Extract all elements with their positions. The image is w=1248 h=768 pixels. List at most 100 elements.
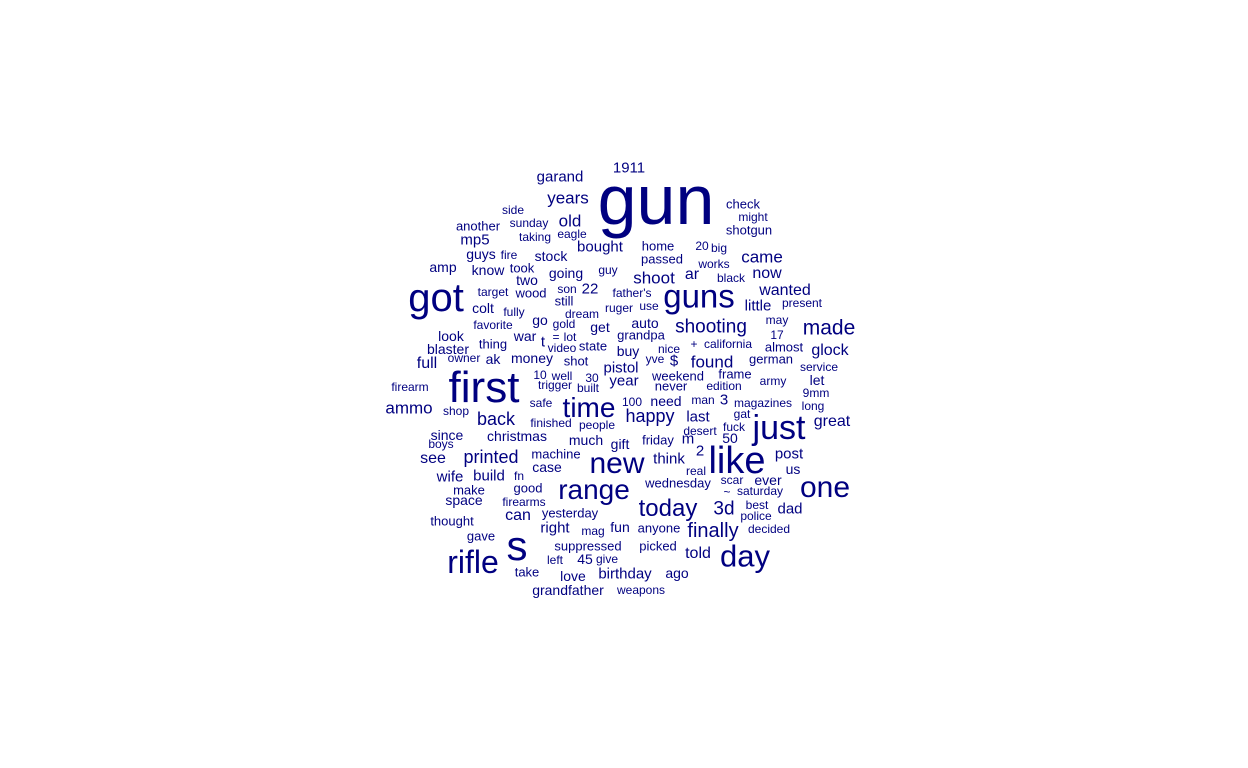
word: gift [610, 436, 630, 452]
word: father's [612, 286, 652, 300]
word: trigger [537, 378, 573, 392]
word: m [681, 430, 695, 448]
word: fn [513, 469, 525, 483]
word: boys [428, 437, 454, 451]
word: guns [663, 277, 735, 315]
word: space [445, 492, 483, 508]
word: 20 [695, 239, 709, 253]
word: came [741, 247, 783, 267]
word: ar [684, 266, 700, 283]
word: take [514, 564, 540, 580]
word: 45 [577, 551, 593, 567]
word: time [562, 392, 616, 423]
word: target [477, 285, 509, 299]
word: fuck [722, 420, 746, 434]
word: picked [639, 538, 677, 554]
word: taking [518, 230, 552, 244]
word: ak [485, 351, 501, 367]
word: money [510, 350, 554, 366]
word: full [416, 355, 438, 372]
word: german [748, 351, 794, 367]
word: great [813, 413, 851, 430]
word: gold [552, 317, 576, 331]
word: wood [515, 285, 547, 301]
word: + [690, 337, 698, 351]
word: good [513, 480, 543, 496]
word: yve [645, 352, 665, 366]
word: another [455, 218, 501, 234]
word: guys [466, 246, 496, 262]
word: birthday [598, 565, 652, 583]
word: = [552, 330, 560, 344]
word: finished [530, 416, 572, 430]
word: state [578, 338, 608, 354]
word: shotgun [725, 222, 773, 238]
word: ever [754, 472, 782, 488]
word: going [548, 265, 584, 281]
word: think [653, 450, 685, 468]
word: son [557, 282, 577, 296]
word: two [516, 272, 538, 288]
word: 50 [722, 430, 738, 446]
word: range [558, 474, 630, 505]
word: go [532, 312, 548, 328]
word: people [578, 418, 616, 432]
word: mp5 [460, 231, 490, 249]
word: check [726, 196, 760, 212]
word: real [685, 464, 707, 478]
word: just [752, 409, 806, 447]
word: 2 [695, 442, 705, 460]
word: wanted [759, 282, 811, 299]
word: since [430, 427, 464, 443]
word: like [708, 440, 766, 482]
word: police [740, 509, 772, 523]
word: magazines [733, 396, 793, 410]
word: decided [747, 522, 791, 536]
word: old [558, 211, 582, 231]
word: new [589, 447, 645, 480]
word: favorite [473, 318, 513, 332]
word: ~ [723, 485, 731, 499]
word: make [453, 482, 485, 498]
word: us [785, 461, 801, 477]
word: finally [687, 520, 739, 542]
word: video [547, 341, 577, 355]
word: 3d [713, 498, 735, 520]
word: 9mm [802, 386, 830, 400]
word: gat [733, 407, 751, 421]
word: army [759, 374, 787, 388]
word: one [799, 471, 851, 504]
word: garand [536, 168, 584, 186]
word: grandfather [532, 582, 604, 598]
word: pistol [603, 359, 639, 377]
word: firearms [502, 495, 546, 509]
word: 10 [533, 368, 547, 382]
word: desert [683, 424, 717, 438]
word: shoot [633, 268, 675, 288]
word: get [590, 319, 610, 335]
word: look [438, 328, 464, 344]
word: first [448, 363, 520, 412]
word: see [420, 450, 446, 467]
word: stock [534, 248, 568, 264]
word: glock [811, 342, 849, 359]
word: black [716, 271, 746, 285]
word: saturday [736, 484, 784, 498]
word: wife [436, 468, 464, 486]
word: safe [529, 396, 553, 410]
word: friday [642, 432, 674, 448]
word: ammo [385, 398, 433, 418]
word: firearm [391, 380, 429, 394]
word: made [802, 316, 856, 340]
word: need [650, 393, 682, 409]
word: gun [597, 161, 715, 239]
word: christmas [487, 428, 547, 444]
word: day [720, 538, 770, 574]
word: big [710, 241, 728, 255]
word: give [595, 552, 619, 566]
word: may [765, 313, 789, 327]
word: yesterday [541, 505, 599, 521]
word: best [745, 498, 769, 512]
word: frame [718, 366, 752, 382]
word: lot [563, 330, 577, 344]
